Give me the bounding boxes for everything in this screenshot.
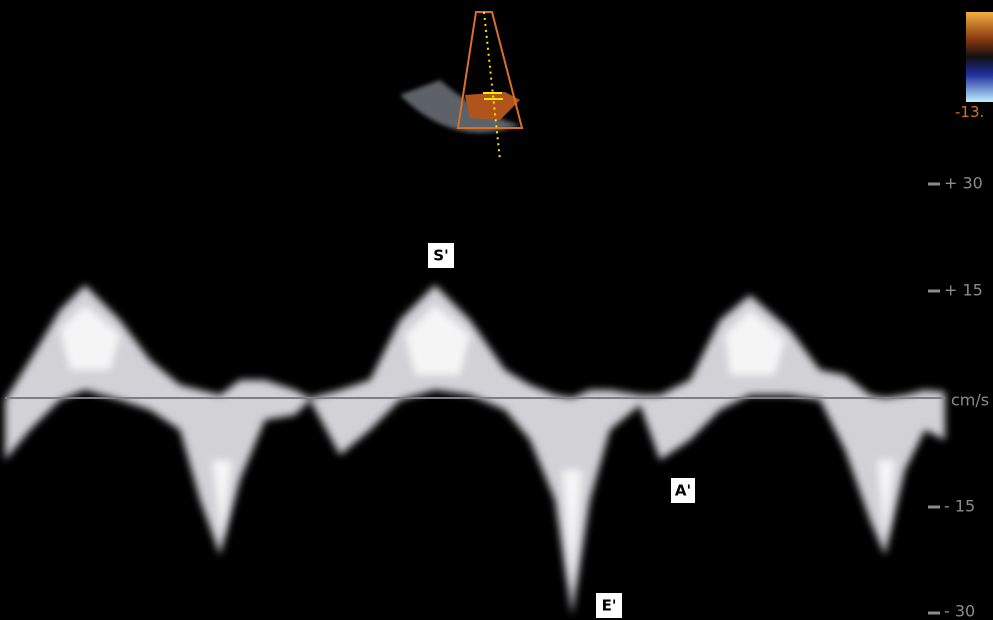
annotation: A' xyxy=(675,482,691,500)
color-bar xyxy=(966,12,993,102)
color-bar-label: -13. xyxy=(955,103,984,121)
ultrasound-screen: -13. + 30 + 15 cm/s - 15 - 30 S' A' E' xyxy=(0,0,993,620)
annotation: E' xyxy=(602,597,617,615)
scale-label: - 15 xyxy=(944,497,975,516)
scale-unit: cm/s xyxy=(951,391,989,410)
scale-label: + 30 xyxy=(944,174,983,193)
scale-label: - 30 xyxy=(944,602,975,620)
scale-label: + 15 xyxy=(944,281,983,300)
annotation: S' xyxy=(433,247,448,265)
